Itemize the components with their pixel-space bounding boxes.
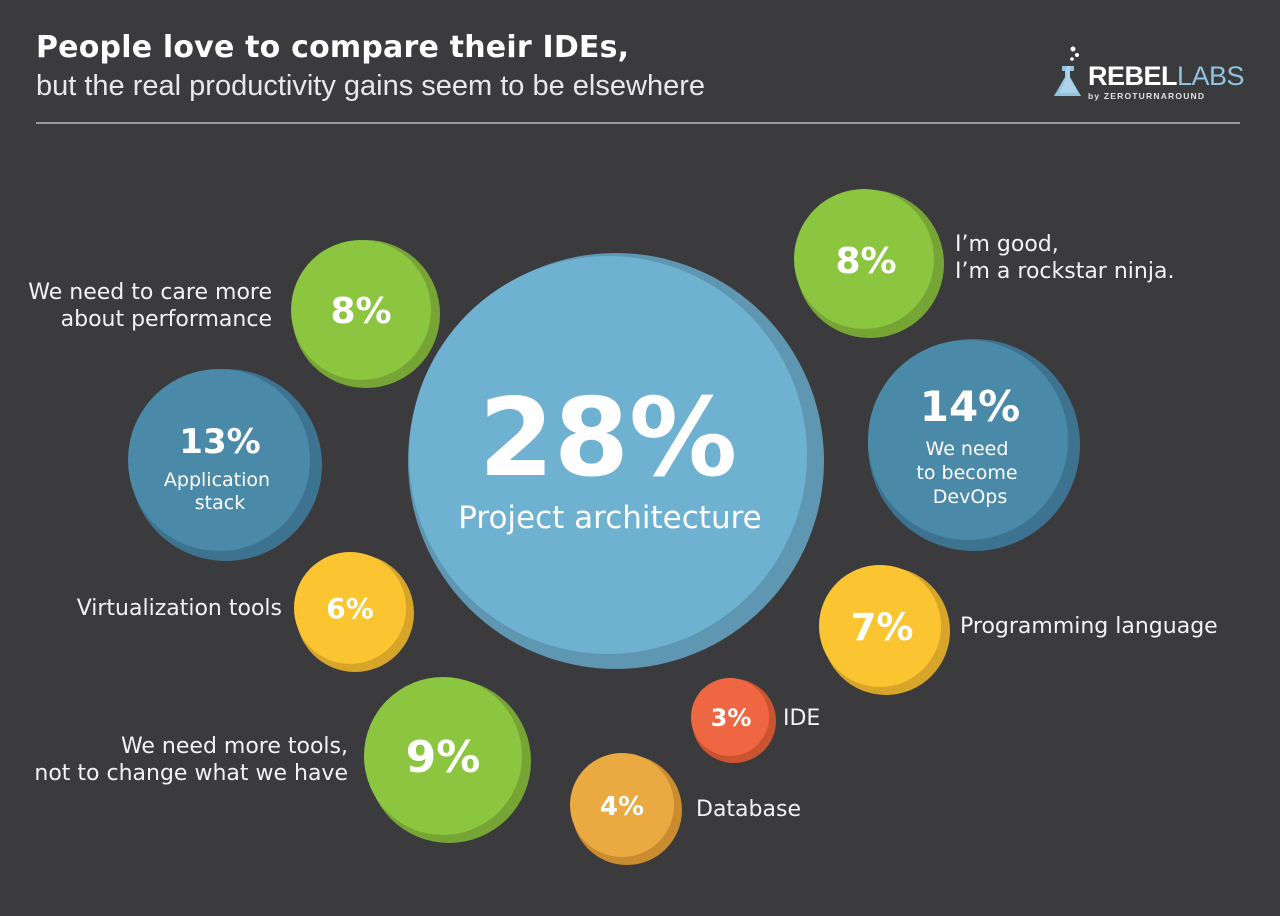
chart-subtitle: but the real productivity gains seem to … (36, 70, 705, 102)
bubble-fill (819, 565, 941, 687)
bubble-fill (794, 189, 934, 329)
bubble-database: 4% (570, 753, 682, 865)
label-programming-language: Programming language (960, 614, 1218, 639)
bubble-value: 13% (179, 422, 260, 462)
header-divider (36, 122, 1240, 124)
label-performance: We need to care more about performance (28, 280, 272, 332)
bubble-fill (570, 753, 674, 857)
bubble-devops: 14% We need to become DevOps (868, 339, 1080, 551)
bubble-fill (868, 340, 1068, 540)
bubble-value: 14% (920, 382, 1021, 431)
bubble-performance: 8% (291, 240, 440, 388)
bubble-value: 8% (330, 291, 391, 332)
bubble-application-stack: 13% Application stack (128, 369, 322, 561)
label-virtualization-tools: Virtualization tools (76, 596, 282, 621)
chart-title: People love to compare their IDEs, (36, 30, 630, 65)
bubble-virtualization-tools: 6% (294, 552, 414, 672)
bubble-value: 4% (600, 792, 644, 822)
bubble-fill (128, 369, 310, 551)
bubble-label: We need to become DevOps (916, 438, 1023, 508)
bubble-value: 8% (835, 241, 896, 282)
bubble-fill (291, 240, 431, 380)
bubble-programming-language: 7% (819, 565, 950, 695)
label-ide: IDE (783, 706, 821, 731)
bubble-ide: 3% (691, 678, 776, 763)
bubble-fill (294, 552, 406, 664)
logo-tagline: by ZEROTURNAROUND (1088, 91, 1206, 101)
flask-icon (1054, 46, 1081, 96)
rebellabs-logo: REBELLABS by ZEROTURNAROUND (1050, 44, 1245, 104)
bubble-more-tools: 9% (364, 677, 531, 843)
bubble-value: 9% (406, 732, 481, 783)
bubble-rockstar: 8% (794, 189, 944, 338)
label-database: Database (696, 797, 801, 822)
bubble-value: 28% (479, 376, 738, 501)
bubble-label: Project architecture (458, 500, 762, 536)
bubble-project-architecture: 28% Project architecture (408, 253, 824, 669)
bubble-value: 7% (851, 606, 914, 649)
bubble-fill (409, 256, 807, 654)
bubble-label: Application stack (164, 469, 276, 514)
bubble-value: 3% (711, 704, 752, 732)
bubble-fill (364, 677, 522, 835)
bubble-fill (691, 678, 769, 756)
logo-wordmark: REBELLABS (1088, 61, 1245, 91)
bubble-value: 6% (326, 592, 374, 625)
label-more-tools: We need more tools, not to change what w… (34, 734, 348, 786)
label-rockstar: I’m good, I’m a rockstar ninja. (955, 232, 1175, 284)
